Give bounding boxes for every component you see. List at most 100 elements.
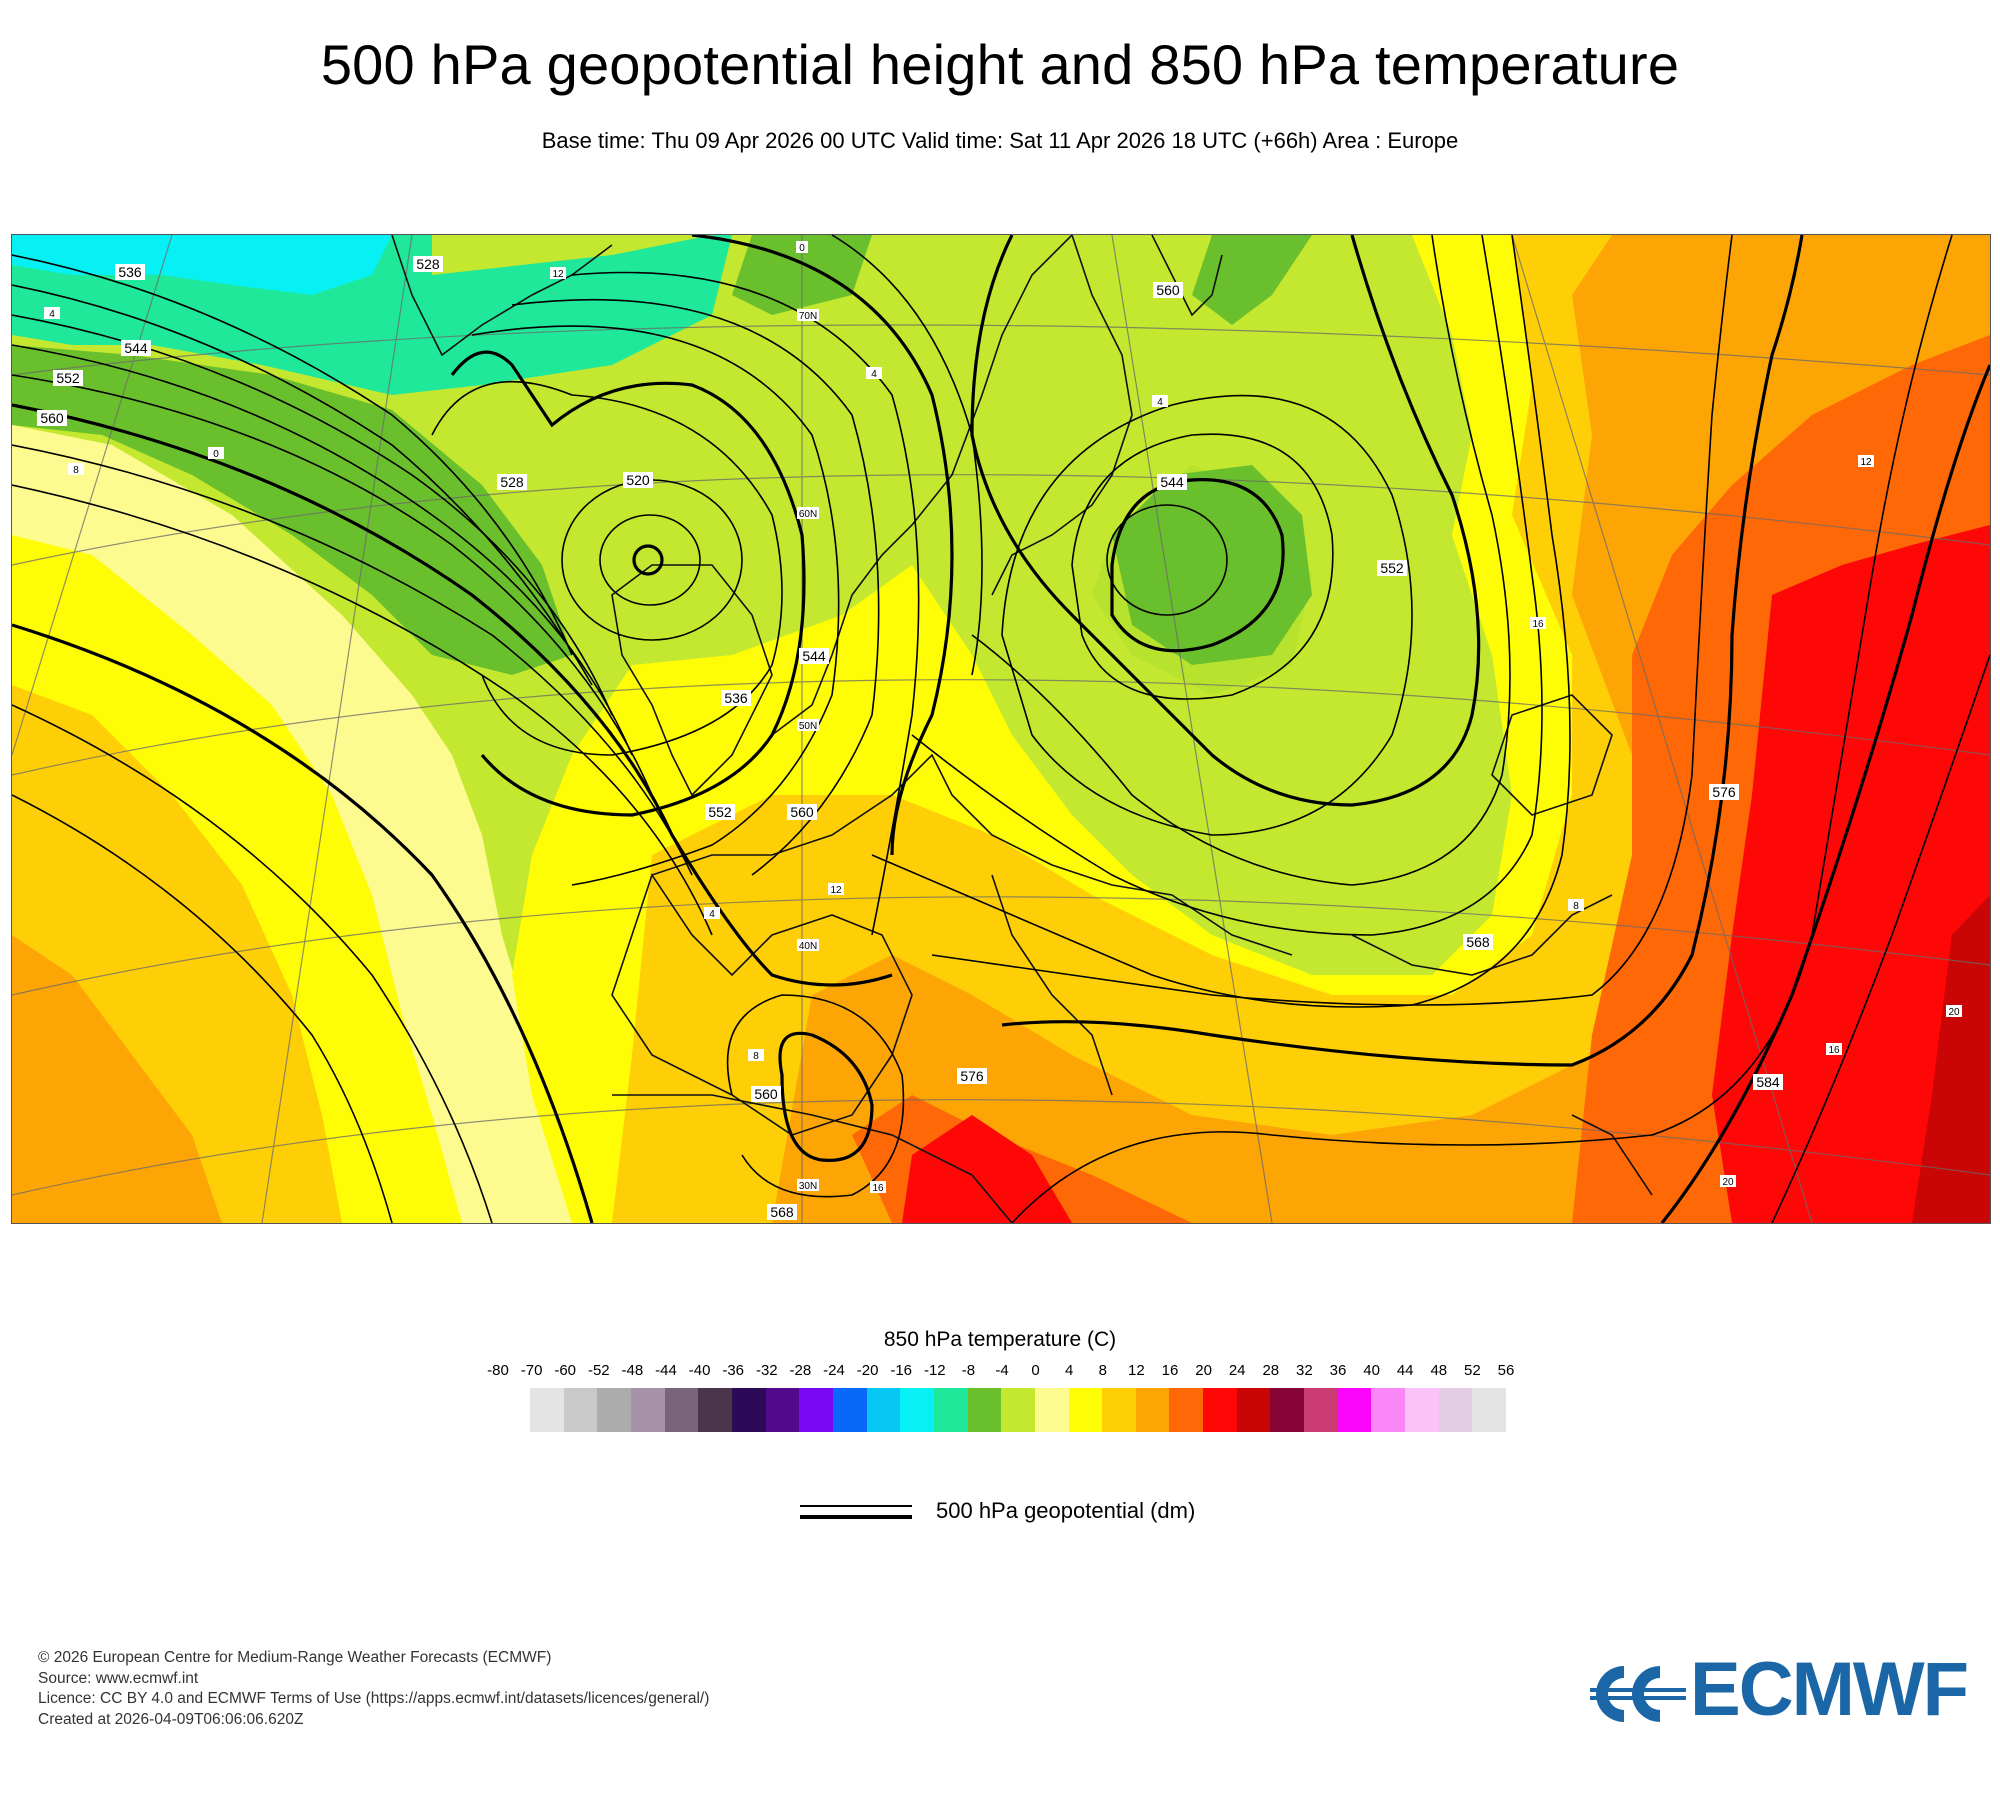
colour-scale-bar <box>530 1388 1507 1432</box>
source-text: Source: www.ecmwf.int <box>38 1669 199 1687</box>
scale-tick-label: -60 <box>554 1362 577 1379</box>
colour-swatch <box>563 1388 598 1432</box>
scale-tick-label: 24 <box>1228 1362 1246 1379</box>
scale-tick-label: 52 <box>1464 1362 1481 1379</box>
lat-label: 60N <box>799 509 817 520</box>
scale-tick-label: 40 <box>1363 1362 1380 1379</box>
contour-label: 544 <box>1160 474 1184 490</box>
colour-swatch <box>866 1388 901 1432</box>
lat-label: 30N <box>799 1181 817 1192</box>
colour-swatch <box>664 1388 699 1432</box>
contour-label: 552 <box>56 370 80 386</box>
colour-swatch <box>967 1388 1002 1432</box>
contour-label: 536 <box>118 264 142 280</box>
scale-tick-label: 8 <box>1098 1362 1107 1379</box>
contour-label: 536 <box>724 690 748 706</box>
licence-text: Licence: CC BY 4.0 and ECMWF Terms of Us… <box>38 1690 710 1707</box>
colour-swatch <box>1001 1388 1035 1432</box>
scale-tick-label: -40 <box>688 1362 711 1379</box>
colour-swatch <box>765 1388 800 1432</box>
temp-label: 16 <box>872 1183 884 1194</box>
scale-tick-label: 16 <box>1161 1362 1179 1379</box>
contour-label: 560 <box>40 410 64 426</box>
contour-label: 560 <box>1156 282 1180 298</box>
contour-label: 552 <box>708 804 732 820</box>
colour-swatch <box>597 1388 631 1432</box>
line-legend-label: 500 hPa geopotential (dm) <box>936 1498 1196 1523</box>
geopotential-line-legend: 500 hPa geopotential (dm) <box>800 1496 1320 1536</box>
lat-label: 50N <box>799 721 817 732</box>
temp-label: 12 <box>552 269 564 280</box>
chart-title: 500 hPa geopotential height and 850 hPa … <box>320 33 1680 96</box>
contour-label: 568 <box>1466 934 1490 950</box>
lon-label: 0 <box>799 243 805 254</box>
colour-swatch <box>1068 1388 1103 1432</box>
contour-label: 560 <box>754 1086 778 1102</box>
temp-label: 0 <box>213 449 219 460</box>
contour-label: 560 <box>790 804 814 820</box>
colour-swatch <box>1135 1388 1170 1432</box>
colour-swatch <box>1236 1388 1271 1432</box>
temp-label: 4 <box>871 369 877 380</box>
temp-label: 20 <box>1948 1007 1960 1018</box>
colour-swatch <box>698 1388 732 1432</box>
scale-tick-label: -80 <box>487 1362 509 1379</box>
temp-label: 16 <box>1532 619 1544 630</box>
scale-tick-label: 48 <box>1430 1362 1448 1379</box>
ecmwf-logo: ECMWF <box>1590 1647 1969 1734</box>
ecmwf-logo-icon <box>1590 1666 1686 1722</box>
scale-tick-label: 12 <box>1128 1362 1145 1379</box>
colour-swatch <box>1203 1388 1237 1432</box>
temp-label: 12 <box>830 885 842 896</box>
contour-label: 584 <box>1756 1074 1780 1090</box>
colour-swatch <box>1304 1388 1338 1432</box>
contour-label: 520 <box>626 472 650 488</box>
contour-labels: 536 528 544 552 560 528 520 544 536 560 … <box>37 256 1783 1220</box>
ecmwf-logo-text: ECMWF <box>1690 1647 1969 1732</box>
scale-tick-label: -52 <box>587 1362 610 1379</box>
colour-swatch <box>799 1388 833 1432</box>
temp-label: 4 <box>709 909 715 920</box>
colour-swatch <box>1337 1388 1372 1432</box>
forecast-map[interactable]: 536 528 544 552 560 528 520 544 536 560 … <box>11 234 1991 1224</box>
temp-label: 20 <box>1722 1177 1734 1188</box>
colour-swatch <box>630 1388 665 1432</box>
scale-tick-label: 56 <box>1497 1362 1515 1379</box>
scale-tick-label: 20 <box>1195 1362 1212 1379</box>
copyright-text: © 2026 European Centre for Medium-Range … <box>38 1649 552 1666</box>
temp-label: 8 <box>1573 901 1579 912</box>
graticule <box>12 235 1990 1223</box>
contour-label: 544 <box>124 340 148 356</box>
colour-swatch <box>731 1388 766 1432</box>
colour-swatch <box>530 1388 564 1432</box>
scale-tick-label: 4 <box>1065 1362 1074 1379</box>
legend-title: 850 hPa temperature (C) <box>883 1328 1117 1351</box>
colour-swatch <box>1270 1388 1305 1432</box>
colour-swatch <box>1405 1388 1439 1432</box>
colour-swatch <box>900 1388 934 1432</box>
scale-tick-label: 44 <box>1396 1362 1414 1379</box>
contour-label: 552 <box>1380 560 1404 576</box>
temperature-fill <box>12 235 1990 1223</box>
colour-swatch <box>1034 1388 1069 1432</box>
scale-tick-label: -24 <box>823 1362 845 1379</box>
temp-label: 8 <box>73 465 79 476</box>
scale-tick-label: -44 <box>655 1362 677 1379</box>
contour-label: 544 <box>802 648 826 664</box>
scale-tick-label: -4 <box>995 1362 1009 1379</box>
chart-subtitle: Base time: Thu 09 Apr 2026 00 UTC Valid … <box>541 128 1459 153</box>
colour-swatch <box>933 1388 968 1432</box>
temp-label: 4 <box>1157 397 1163 408</box>
contour-label: 528 <box>500 474 524 490</box>
scale-tick-label: -36 <box>722 1362 745 1379</box>
scale-tick-label: -32 <box>755 1362 778 1379</box>
colour-swatch <box>1472 1388 1507 1432</box>
temp-label: 8 <box>753 1051 759 1062</box>
contour-label: 576 <box>1712 784 1736 800</box>
colour-swatch <box>1102 1388 1136 1432</box>
scale-tick-label: 28 <box>1262 1362 1280 1379</box>
contour-label: 568 <box>770 1204 794 1220</box>
scale-tick-label: 32 <box>1296 1362 1313 1379</box>
scale-tick-label: 36 <box>1329 1362 1347 1379</box>
scale-tick-label: -70 <box>520 1362 543 1379</box>
